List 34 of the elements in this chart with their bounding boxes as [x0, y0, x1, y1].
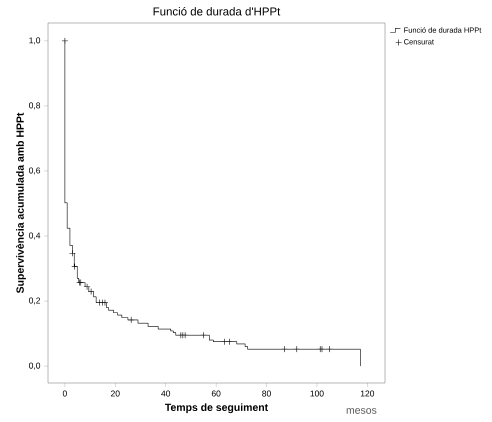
point [99, 299, 106, 306]
point [326, 346, 333, 352]
point [281, 346, 288, 352]
y-axis-title: Supervivència acumulada amb HPPt [16, 112, 26, 294]
point [316, 346, 324, 352]
point [69, 250, 76, 257]
point [293, 346, 300, 352]
text: mesos [346, 408, 376, 414]
chart-title: Funció de durada d'HPPt [154, 6, 280, 16]
x-tick-label: 120 [360, 390, 374, 397]
x-tick-label: 100 [310, 390, 324, 397]
point [221, 338, 228, 345]
x-tick-label: 0 [62, 390, 67, 397]
point [178, 332, 184, 338]
point [180, 332, 186, 338]
point [62, 38, 68, 44]
x-tick-label: 20 [111, 390, 120, 397]
y-tick-label: 0,8 [29, 102, 40, 110]
x-tick-label: 60 [212, 390, 220, 397]
point [182, 332, 188, 338]
point [128, 316, 134, 324]
point [102, 299, 108, 306]
point [318, 346, 326, 352]
point [200, 332, 207, 338]
x-tick-label: 80 [262, 390, 271, 397]
y-tick-label: 1,0 [29, 37, 40, 44]
y-tick-label: 0,2 [29, 298, 40, 305]
x-tick-label: 40 [161, 390, 170, 397]
y-tick-label: 0,4 [29, 232, 40, 240]
y-tick-label: 0,6 [29, 167, 40, 174]
x-axis-title: Temps de seguiment [164, 403, 268, 414]
point [71, 263, 78, 270]
point [226, 338, 233, 345]
y-tick-label: 0,0 [29, 362, 40, 370]
